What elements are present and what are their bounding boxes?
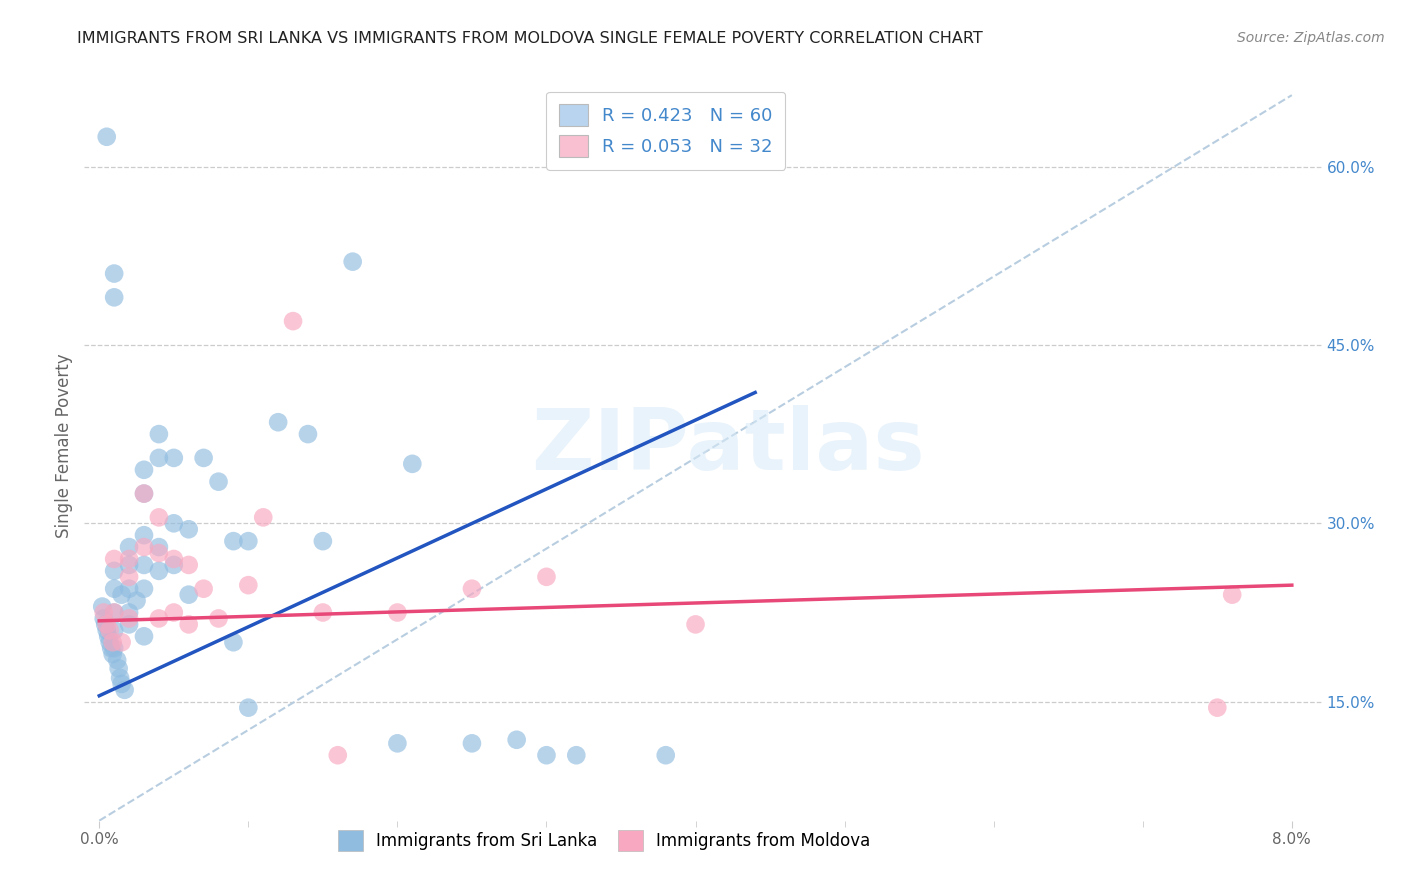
Point	[461, 582, 484, 596]
Point	[1220, 588, 1243, 602]
Point	[132, 558, 155, 572]
Point	[387, 606, 409, 620]
Point	[101, 647, 124, 661]
Point	[105, 653, 128, 667]
Point	[148, 611, 170, 625]
Point	[222, 534, 245, 549]
Point	[177, 558, 200, 572]
Point	[267, 415, 290, 429]
Point	[96, 129, 118, 144]
Point	[103, 624, 125, 638]
Point	[207, 611, 229, 625]
Point	[132, 629, 155, 643]
Point	[177, 617, 200, 632]
Point	[148, 564, 170, 578]
Point	[238, 700, 260, 714]
Point	[98, 635, 121, 649]
Point	[163, 552, 186, 566]
Point	[118, 570, 141, 584]
Point	[177, 522, 200, 536]
Point	[163, 450, 186, 465]
Point	[108, 671, 131, 685]
Point	[118, 606, 141, 620]
Point	[118, 582, 141, 596]
Point	[148, 427, 170, 442]
Point	[103, 606, 125, 620]
Point	[193, 582, 215, 596]
Point	[342, 254, 364, 268]
Point	[98, 624, 121, 638]
Point	[132, 463, 155, 477]
Point	[132, 486, 155, 500]
Point	[163, 606, 186, 620]
Point	[103, 564, 125, 578]
Point	[103, 606, 125, 620]
Point	[281, 314, 304, 328]
Point	[193, 450, 215, 465]
Point	[461, 736, 484, 750]
Point	[118, 617, 141, 632]
Point	[118, 558, 141, 572]
Point	[93, 606, 115, 620]
Point	[326, 748, 349, 763]
Point	[132, 528, 155, 542]
Point	[312, 534, 335, 549]
Point	[565, 748, 588, 763]
Legend: Immigrants from Sri Lanka, Immigrants from Moldova: Immigrants from Sri Lanka, Immigrants fr…	[332, 823, 877, 857]
Point	[96, 624, 118, 638]
Point	[100, 641, 122, 656]
Point	[401, 457, 423, 471]
Point	[1206, 700, 1229, 714]
Point	[111, 677, 134, 691]
Y-axis label: Single Female Poverty: Single Female Poverty	[55, 354, 73, 538]
Point	[103, 267, 125, 281]
Point	[148, 540, 170, 554]
Point	[96, 617, 118, 632]
Point	[111, 635, 134, 649]
Point	[238, 578, 260, 592]
Point	[114, 682, 136, 697]
Point	[103, 582, 125, 596]
Point	[111, 588, 134, 602]
Point	[132, 486, 155, 500]
Point	[238, 534, 260, 549]
Point	[148, 450, 170, 465]
Point	[536, 570, 558, 584]
Point	[163, 516, 186, 531]
Point	[163, 558, 186, 572]
Point	[118, 540, 141, 554]
Point	[654, 748, 676, 763]
Point	[97, 629, 120, 643]
Point	[103, 552, 125, 566]
Point	[536, 748, 558, 763]
Point	[685, 617, 707, 632]
Point	[94, 617, 117, 632]
Point	[148, 546, 170, 560]
Point	[107, 661, 129, 675]
Point	[177, 588, 200, 602]
Point	[103, 641, 125, 656]
Point	[101, 635, 124, 649]
Point	[118, 611, 141, 625]
Point	[103, 290, 125, 304]
Point	[387, 736, 409, 750]
Point	[93, 611, 115, 625]
Point	[91, 599, 114, 614]
Point	[207, 475, 229, 489]
Point	[312, 606, 335, 620]
Point	[222, 635, 245, 649]
Text: Source: ZipAtlas.com: Source: ZipAtlas.com	[1237, 31, 1385, 45]
Point	[252, 510, 274, 524]
Text: IMMIGRANTS FROM SRI LANKA VS IMMIGRANTS FROM MOLDOVA SINGLE FEMALE POVERTY CORRE: IMMIGRANTS FROM SRI LANKA VS IMMIGRANTS …	[77, 31, 983, 46]
Point	[297, 427, 319, 442]
Point	[125, 593, 148, 607]
Point	[132, 582, 155, 596]
Point	[148, 510, 170, 524]
Point	[505, 732, 527, 747]
Point	[132, 540, 155, 554]
Text: ZIPatlas: ZIPatlas	[531, 404, 925, 488]
Point	[118, 552, 141, 566]
